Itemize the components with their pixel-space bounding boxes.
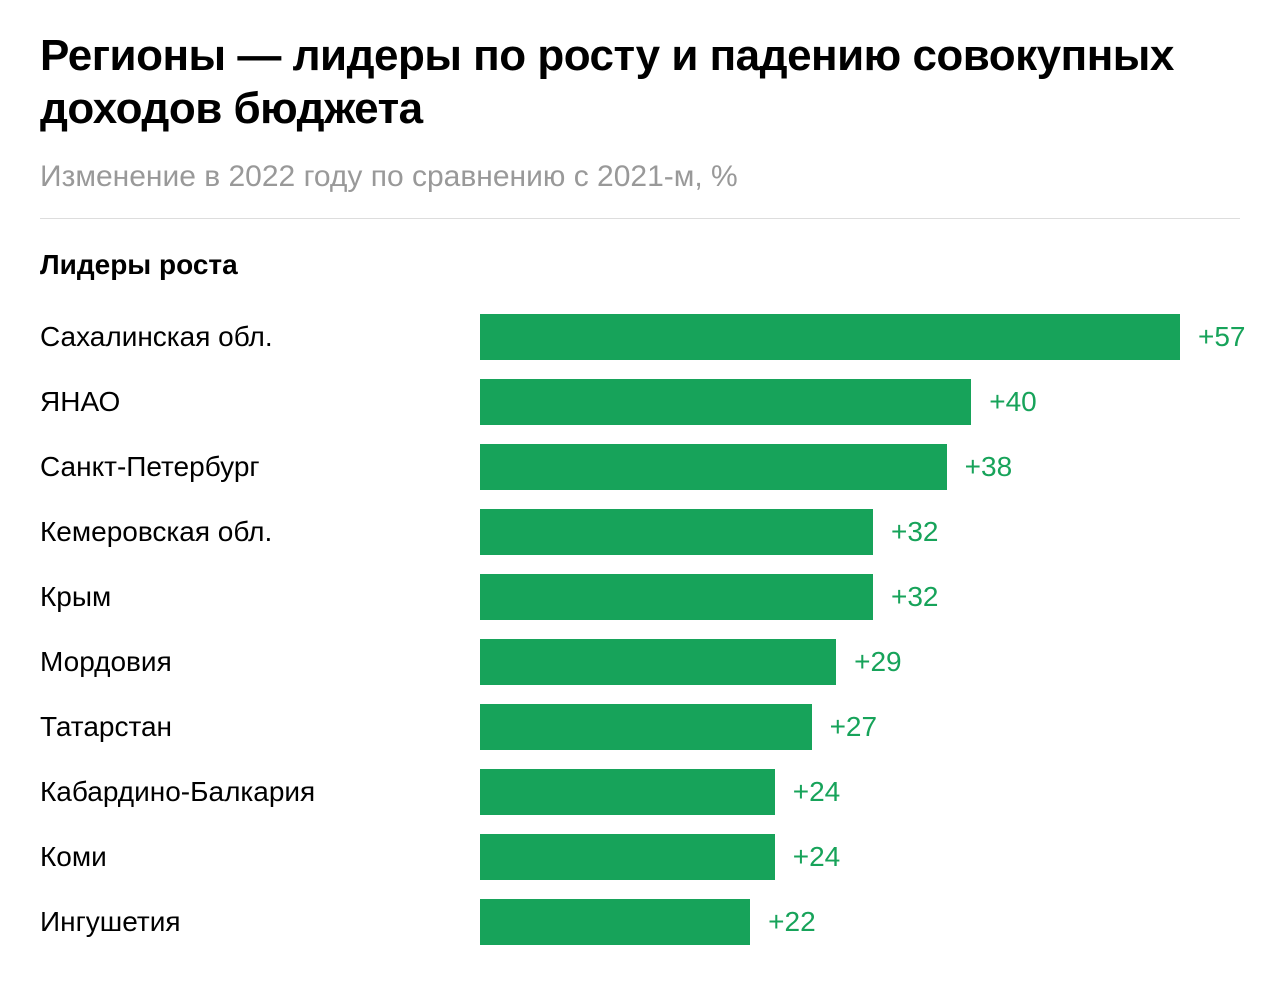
chart-row: Кабардино-Балкария +24 [40, 764, 1240, 820]
region-label: Крым [40, 581, 480, 613]
value-label: +32 [891, 516, 939, 548]
bar-area: +24 [480, 829, 1240, 885]
value-label: +27 [830, 711, 878, 743]
value-label: +32 [891, 581, 939, 613]
bar [480, 379, 971, 425]
bar [480, 574, 873, 620]
bar [480, 834, 775, 880]
bar [480, 314, 1180, 360]
value-label: +24 [793, 776, 841, 808]
region-label: Кемеровская обл. [40, 516, 480, 548]
bar-area: +40 [480, 374, 1240, 430]
region-label: ЯНАО [40, 386, 480, 418]
chart-row: Сахалинская обл.+57 [40, 309, 1240, 365]
bar-area: +22 [480, 894, 1240, 950]
region-label: Коми [40, 841, 480, 873]
value-label: +29 [854, 646, 902, 678]
bar [480, 509, 873, 555]
chart-subtitle: Изменение в 2022 году по сравнению с 202… [40, 160, 1240, 194]
bar [480, 769, 775, 815]
bar [480, 444, 947, 490]
value-label: +40 [989, 386, 1037, 418]
region-label: Мордовия [40, 646, 480, 678]
chart-row: Кемеровская обл. +32 [40, 504, 1240, 560]
region-label: Сахалинская обл. [40, 321, 480, 353]
region-label: Татарстан [40, 711, 480, 743]
bar-area: +24 [480, 764, 1240, 820]
bar [480, 899, 750, 945]
value-label: +24 [793, 841, 841, 873]
divider [40, 218, 1240, 219]
bar-area: +27 [480, 699, 1240, 755]
chart-row: Мордовия +29 [40, 634, 1240, 690]
chart-row: Ингушетия +22 [40, 894, 1240, 950]
section-label: Лидеры роста [40, 249, 1240, 281]
bar-area: +38 [480, 439, 1240, 495]
chart-row: Санкт-Петербург +38 [40, 439, 1240, 495]
bar-area: +32 [480, 504, 1240, 560]
bar-area: +57 [480, 309, 1246, 365]
value-label: +57 [1198, 321, 1246, 353]
chart-title: Регионы — лидеры по росту и падению сово… [40, 30, 1240, 136]
chart-row: Татарстан +27 [40, 699, 1240, 755]
bar-chart: Сахалинская обл.+57 ЯНАО +40 Санкт-Петербур… [40, 309, 1240, 950]
chart-row: Коми +24 [40, 829, 1240, 885]
bar [480, 639, 836, 685]
chart-row: Крым +32 [40, 569, 1240, 625]
bar [480, 704, 812, 750]
region-label: Ингушетия [40, 906, 480, 938]
value-label: +38 [965, 451, 1013, 483]
bar-area: +29 [480, 634, 1240, 690]
chart-row: ЯНАО +40 [40, 374, 1240, 430]
region-label: Санкт-Петербург [40, 451, 480, 483]
bar-area: +32 [480, 569, 1240, 625]
region-label: Кабардино-Балкария [40, 776, 480, 808]
value-label: +22 [768, 906, 816, 938]
